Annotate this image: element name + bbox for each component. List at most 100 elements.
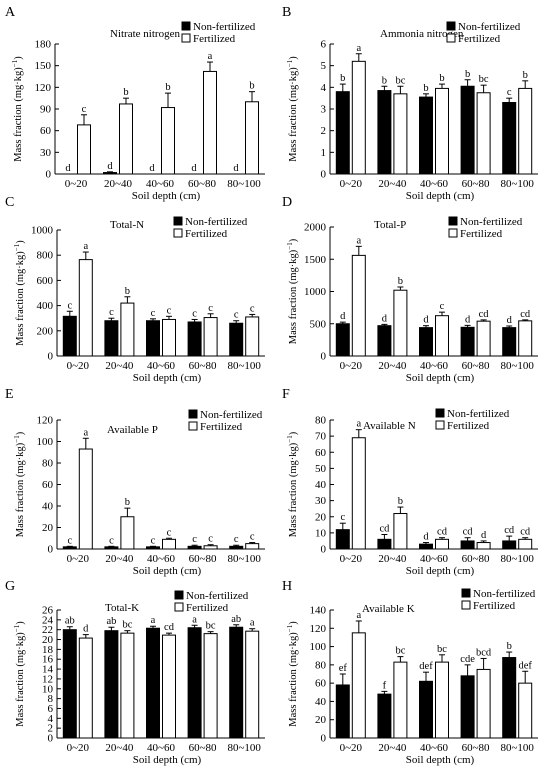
y-tick-label: 12 bbox=[42, 673, 53, 685]
chart-title: Total-N bbox=[110, 219, 144, 231]
y-tick-label: 30 bbox=[315, 495, 327, 507]
significance-letter: d bbox=[107, 161, 113, 172]
y-tick-label: 18 bbox=[42, 644, 54, 656]
y-tick-label: 600 bbox=[37, 275, 54, 287]
x-tick-label: 0~20 bbox=[340, 178, 363, 190]
legend-swatch bbox=[448, 216, 458, 226]
significance-letter: f bbox=[383, 680, 387, 691]
y-tick-label: 60 bbox=[42, 479, 54, 491]
panel-e: E Available P 0 20 40 60 80 100 120 Mass fraction… bbox=[5, 387, 265, 577]
y-tick-label: 100 bbox=[310, 641, 327, 653]
significance-letter: bc bbox=[395, 646, 405, 657]
y-tick-label: 70 bbox=[315, 431, 327, 443]
significance-letter: c bbox=[250, 303, 255, 314]
significance-letter: cde bbox=[460, 654, 475, 665]
y-tick-label: 20 bbox=[42, 522, 54, 534]
significance-letter: b bbox=[249, 81, 254, 92]
legend-label: Fertilized bbox=[200, 421, 243, 433]
x-tick-label: 40~60 bbox=[420, 742, 448, 754]
y-tick-label: 2000 bbox=[304, 222, 327, 234]
bar-non-fertilized bbox=[502, 102, 517, 175]
significance-letter: bcd bbox=[476, 647, 492, 658]
panel-letter: D bbox=[282, 195, 292, 210]
bar-non-fertilized bbox=[419, 327, 433, 357]
y-tick-label: 400 bbox=[37, 300, 54, 312]
bar-fertilized bbox=[203, 317, 218, 357]
significance-letter: b bbox=[125, 286, 130, 297]
significance-letter: a bbox=[151, 615, 156, 626]
panel-h: H Available K 0 20 40 60 80 100 120 140 Mass fract… bbox=[282, 579, 538, 766]
panel-d: D Total-P 0 500 1000 1500 2000 Mass fraction (m… bbox=[282, 195, 538, 384]
significance-letter: c bbox=[151, 535, 156, 546]
bar-non-fertilized bbox=[146, 546, 160, 550]
panel-letter: F bbox=[282, 387, 290, 402]
x-tick-label: 80~100 bbox=[500, 742, 534, 754]
bar-fertilized bbox=[351, 437, 366, 550]
x-axis-label: Soil depth (cm) bbox=[132, 190, 201, 202]
significance-letter: d bbox=[507, 315, 513, 326]
x-tick-label: 80~100 bbox=[500, 553, 534, 565]
x-tick-label: 0~20 bbox=[340, 553, 363, 565]
y-tick-label: 4 bbox=[321, 82, 327, 94]
bar-non-fertilized bbox=[229, 545, 244, 550]
y-tick-label: 1000 bbox=[31, 225, 54, 237]
y-axis-label: Mass fraction (mg·kg)−1) bbox=[286, 56, 299, 162]
significance-letter: def bbox=[419, 661, 433, 672]
significance-letter: c bbox=[67, 535, 72, 546]
x-tick-label: 0~20 bbox=[340, 742, 363, 754]
y-tick-label: 80 bbox=[42, 458, 54, 470]
bar-non-fertilized bbox=[460, 540, 475, 550]
significance-letter: c bbox=[208, 303, 213, 314]
legend-label: Fertilized bbox=[186, 602, 229, 614]
significance-letter: ef bbox=[339, 663, 348, 674]
y-tick-label: 6 bbox=[321, 39, 327, 51]
y-axis-label: Mass fraction (mg·kg)−1) bbox=[13, 621, 26, 727]
bar-fertilized bbox=[203, 633, 218, 739]
significance-letter: b bbox=[465, 69, 470, 80]
bar-fertilized bbox=[245, 316, 260, 357]
legend-label: Fertilized bbox=[460, 228, 503, 240]
significance-letter: c bbox=[192, 534, 197, 545]
significance-letter: d bbox=[481, 530, 487, 541]
x-tick-label: 40~60 bbox=[420, 360, 448, 372]
y-tick-label: 140 bbox=[310, 605, 327, 617]
significance-letter: b bbox=[340, 73, 345, 84]
bar-fertilized bbox=[518, 87, 533, 175]
significance-letter: c bbox=[167, 305, 172, 316]
bar-fertilized bbox=[351, 254, 366, 357]
x-tick-label: 20~40 bbox=[378, 360, 406, 372]
significance-letter: d bbox=[465, 314, 471, 325]
significance-letter: bc bbox=[437, 644, 447, 655]
significance-letter: b bbox=[439, 73, 444, 84]
significance-letter: bc bbox=[479, 74, 489, 85]
chart-title: Nitrate nitrogen bbox=[110, 28, 180, 40]
significance-letter: c bbox=[250, 532, 255, 543]
bar-fertilized bbox=[245, 630, 260, 739]
significance-letter: a bbox=[192, 614, 197, 625]
y-tick-label: 26 bbox=[42, 605, 54, 617]
bar-non-fertilized bbox=[187, 321, 202, 357]
x-axis-label: Soil depth (cm) bbox=[406, 565, 475, 577]
panel-b: B Ammonia nitrogen 0 1 2 3 4 5 6 Mass fraction (m… bbox=[282, 5, 538, 202]
legend-swatch bbox=[435, 420, 445, 430]
y-tick-label: 50 bbox=[315, 463, 327, 475]
significance-letter: b bbox=[165, 82, 170, 93]
x-tick-label: 80~100 bbox=[227, 360, 261, 372]
significance-letter: b bbox=[398, 276, 403, 287]
y-tick-label: 10 bbox=[315, 527, 327, 539]
bar-fertilized bbox=[161, 107, 175, 175]
legend-swatch bbox=[188, 409, 198, 419]
bar-non-fertilized bbox=[419, 96, 433, 175]
bar-non-fertilized bbox=[335, 529, 350, 550]
x-axis-label: Soil depth (cm) bbox=[406, 372, 475, 384]
legend-swatch bbox=[448, 228, 458, 238]
legend-swatch bbox=[181, 33, 191, 43]
bar-non-fertilized bbox=[187, 627, 202, 739]
legend-swatch bbox=[174, 602, 184, 612]
x-tick-label: 40~60 bbox=[146, 178, 174, 190]
y-tick-label: 16 bbox=[42, 654, 54, 666]
bar-non-fertilized bbox=[502, 327, 517, 357]
bar-non-fertilized bbox=[460, 675, 475, 739]
